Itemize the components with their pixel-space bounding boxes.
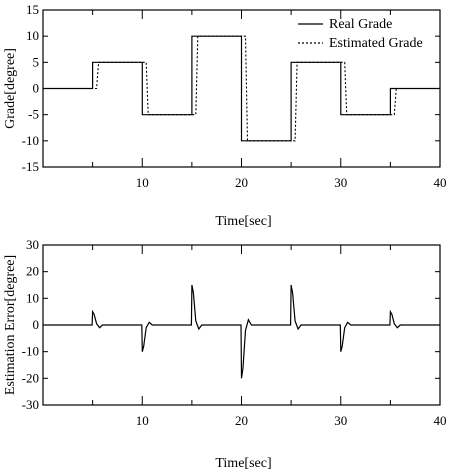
x-tick-label: 10: [136, 413, 149, 428]
series-line-1: [43, 284, 440, 379]
y-tick-label: 10: [26, 28, 39, 43]
legend-label: Real Grade: [329, 17, 392, 32]
x-tick-label: 30: [334, 413, 347, 428]
y-tick-label: 10: [26, 290, 39, 305]
x-axis-label: Time[sec]: [215, 214, 271, 229]
series-line-1: [43, 35, 440, 142]
y-tick-label: 0: [33, 317, 40, 332]
x-tick-label: 10: [136, 175, 149, 190]
x-tick-label: 20: [235, 413, 248, 428]
y-tick-label: 30: [26, 237, 39, 252]
x-tick-label: 30: [334, 175, 347, 190]
x-tick-label: 40: [434, 175, 447, 190]
y-tick-label: 20: [26, 264, 39, 279]
series-line-2: [43, 35, 440, 142]
chart-panel-1: 10 20 30 40 15 10 5 0 -5 -10 -15 Time[sec] Grade[deg…: [3, 2, 447, 229]
y-tick-label: -5: [28, 107, 39, 122]
y-tick-label: -30: [22, 397, 39, 412]
x-axis-label: Time[sec]: [215, 456, 271, 471]
y-tick-label: -20: [22, 370, 39, 385]
y-tick-label: 0: [33, 81, 40, 96]
x-tick-label: 40: [434, 413, 447, 428]
chart-panel-2: 10 20 30 40 30 20 10 0 -10 -20 -30 Time[sec] Estimat…: [3, 237, 447, 471]
legend-label: Estimated Grade: [329, 36, 423, 51]
y-tick-label: -15: [22, 159, 39, 174]
y-tick-label: 15: [26, 2, 39, 17]
y-tick-label: 5: [33, 54, 40, 69]
y-axis-label: Grade[degree]: [3, 48, 18, 129]
y-tick-label: -10: [22, 133, 39, 148]
x-tick-label: 20: [235, 175, 248, 190]
y-tick-label: -10: [22, 344, 39, 359]
legend: Real Grade Estimated Grade: [298, 17, 423, 51]
y-axis-label: Estimation Error[degree]: [3, 255, 18, 395]
